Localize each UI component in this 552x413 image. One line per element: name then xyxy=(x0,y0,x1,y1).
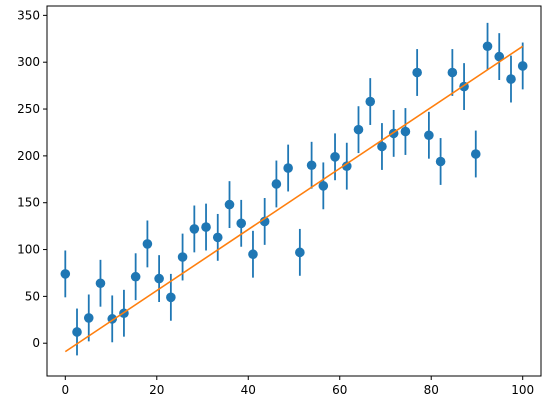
data-point xyxy=(330,152,340,162)
data-point xyxy=(377,141,387,152)
data-point xyxy=(142,239,153,249)
data-point xyxy=(212,232,223,243)
data-point xyxy=(306,160,317,171)
x-tick-label: 40 xyxy=(241,383,256,397)
data-point xyxy=(447,67,458,78)
x-tick-label: 80 xyxy=(424,383,439,397)
data-point xyxy=(435,156,446,167)
data-point xyxy=(400,126,411,137)
data-point xyxy=(271,179,282,189)
data-point xyxy=(341,161,352,171)
x-tick-label: 60 xyxy=(332,383,347,397)
data-point xyxy=(470,149,481,159)
data-point xyxy=(248,249,258,260)
plot-area xyxy=(47,6,541,376)
data-point xyxy=(236,218,247,229)
data-point xyxy=(494,51,505,62)
y-tick-label: 250 xyxy=(17,102,40,116)
data-point xyxy=(353,124,364,135)
series-layer xyxy=(60,22,528,356)
x-axis: 0 20 40 60 80 100 xyxy=(61,376,534,397)
x-tick-label: 0 xyxy=(61,383,69,397)
data-point xyxy=(424,130,434,141)
data-point xyxy=(412,67,422,78)
data-point xyxy=(259,216,270,227)
y-tick-label: 0 xyxy=(32,336,40,350)
data-point xyxy=(224,199,235,210)
y-tick-label: 50 xyxy=(25,289,40,303)
y-tick-label: 200 xyxy=(17,149,40,163)
data-point xyxy=(295,247,305,258)
y-tick-label: 100 xyxy=(17,243,40,257)
data-point xyxy=(166,292,176,303)
data-point xyxy=(189,224,200,234)
data-point xyxy=(283,163,293,173)
data-point xyxy=(130,271,141,282)
data-point xyxy=(506,74,516,84)
data-point xyxy=(95,278,106,289)
y-tick-label: 300 xyxy=(17,55,40,69)
data-point xyxy=(154,273,164,284)
axes-frame xyxy=(46,5,542,377)
y-axis: 0 50 100 150 200 250 300 350 xyxy=(17,8,47,350)
fit-line xyxy=(64,45,524,353)
data-point xyxy=(177,252,188,262)
data-point xyxy=(201,222,211,232)
x-tick-label: 100 xyxy=(511,383,534,397)
data-point xyxy=(72,327,82,337)
x-tick-label: 20 xyxy=(149,383,164,397)
axes-spines xyxy=(46,5,542,377)
data-point xyxy=(482,41,493,52)
data-point xyxy=(365,96,376,107)
y-tick-label: 350 xyxy=(17,8,40,22)
data-point xyxy=(318,181,329,191)
y-tick-label: 150 xyxy=(17,196,40,210)
data-point xyxy=(517,61,528,71)
data-point xyxy=(60,269,71,279)
data-point xyxy=(83,313,94,323)
